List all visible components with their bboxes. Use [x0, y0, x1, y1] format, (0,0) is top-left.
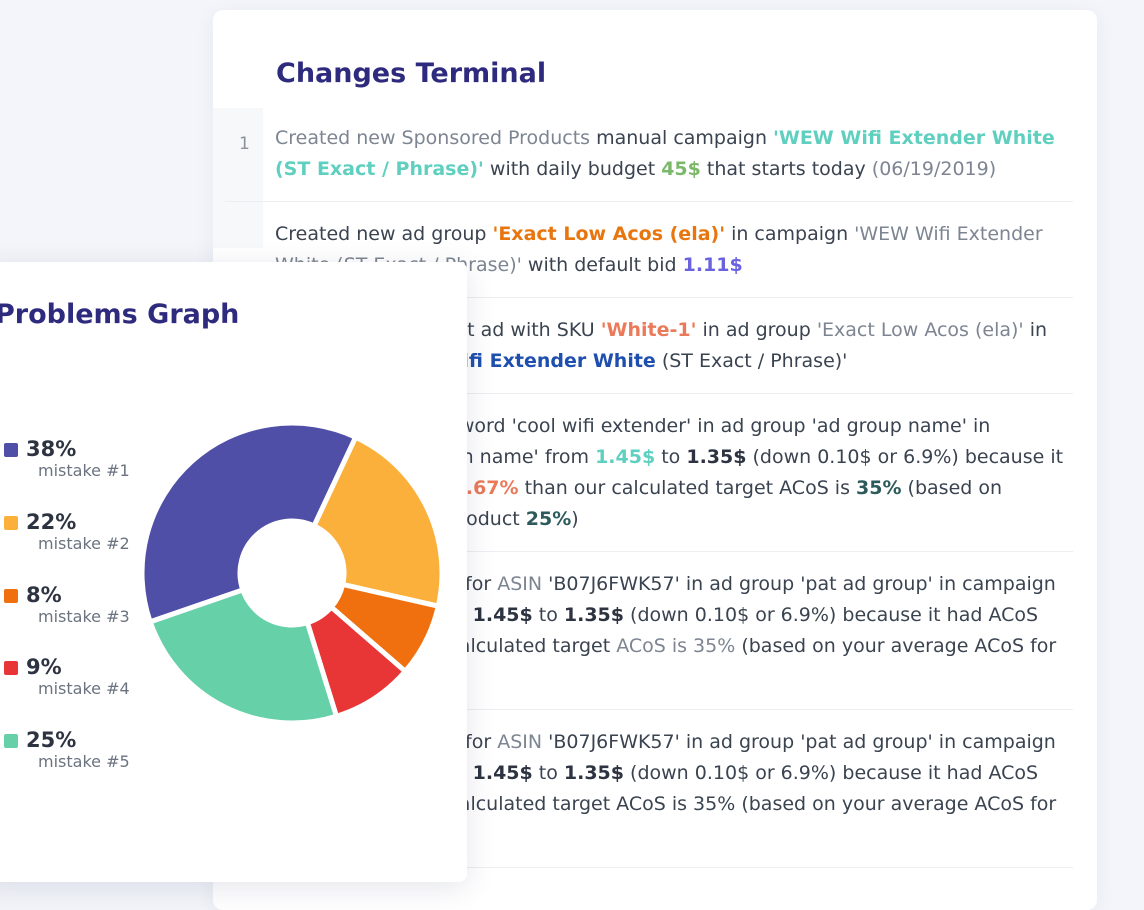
log-text: (06/19/2019): [871, 158, 997, 180]
pie-slice: [146, 586, 340, 726]
log-text: 45$: [661, 158, 701, 180]
log-text: 1.35$: [563, 762, 624, 784]
log-text: to: [532, 762, 564, 784]
legend-label: mistake #3: [38, 607, 130, 626]
log-text: to: [532, 604, 564, 626]
log-text: 'Exact Low Acos (ela)': [492, 223, 726, 245]
legend-label: mistake #5: [38, 752, 130, 771]
legend-value: 25%: [26, 728, 77, 752]
log-text: 'Exact Low Acos (ela)': [816, 319, 1024, 341]
legend-swatch: [4, 734, 18, 748]
log-text: 1.45$: [472, 762, 533, 784]
legend-label: mistake #2: [38, 534, 130, 553]
log-text: 1.11$: [682, 254, 743, 276]
legend-value: 9%: [26, 655, 62, 679]
log-text: 1.35$: [563, 604, 624, 626]
line-number: 1: [239, 134, 250, 154]
log-text: Created new ad group: [275, 223, 493, 245]
gutter: [213, 108, 263, 248]
log-text: 1.35$: [686, 446, 747, 468]
legend-label: mistake #1: [38, 461, 130, 480]
log-text: manual campaign: [590, 127, 774, 149]
log-text: ): [571, 508, 579, 530]
chart: [139, 420, 445, 726]
log-text: in campaign: [725, 223, 855, 245]
log-text: with daily budget: [483, 158, 662, 180]
log-text: Created new Sponsored Products: [275, 127, 591, 149]
log-text: 1.45$: [472, 604, 533, 626]
log-text: that starts today: [700, 158, 872, 180]
log-text: 35%: [856, 477, 902, 499]
log-text: with default bid: [521, 254, 683, 276]
pie-slice: [139, 420, 359, 626]
log-text: in ad group: [696, 319, 817, 341]
legend-label: mistake #4: [38, 679, 130, 698]
legend-value: 22%: [26, 510, 77, 534]
log-text: (ST Exact / Phrase)': [655, 350, 848, 372]
log-text: 25%: [525, 508, 572, 530]
log-text: ASIN: [497, 731, 543, 753]
log-text: than our calculated target ACoS is: [518, 477, 857, 499]
terminal-title: Changes Terminal: [276, 58, 547, 89]
legend-swatch: [4, 443, 18, 457]
pie-slice: [310, 433, 445, 610]
log-text: 1.45$: [595, 446, 656, 468]
log-text: ACoS is 35%: [616, 635, 736, 657]
log-text: ASIN: [497, 573, 543, 595]
legend-swatch: [4, 661, 18, 675]
chart-title: Problems Graph: [0, 299, 240, 330]
log-entry: 1 Created new Sponsored Products manual c…: [225, 120, 1073, 202]
legend-swatch: [4, 589, 18, 603]
log-text: 'WEW Wifi Extender White (ST Exact / Phr…: [275, 127, 1055, 180]
legend-swatch: [4, 516, 18, 530]
legend-value: 38%: [26, 437, 77, 461]
log-text: to: [655, 446, 687, 468]
legend-value: 8%: [26, 583, 62, 607]
pie-card: Problems Graph 38% mistake #1 22% mistake #…: [0, 262, 467, 882]
log-text: 'White-1': [600, 319, 697, 341]
